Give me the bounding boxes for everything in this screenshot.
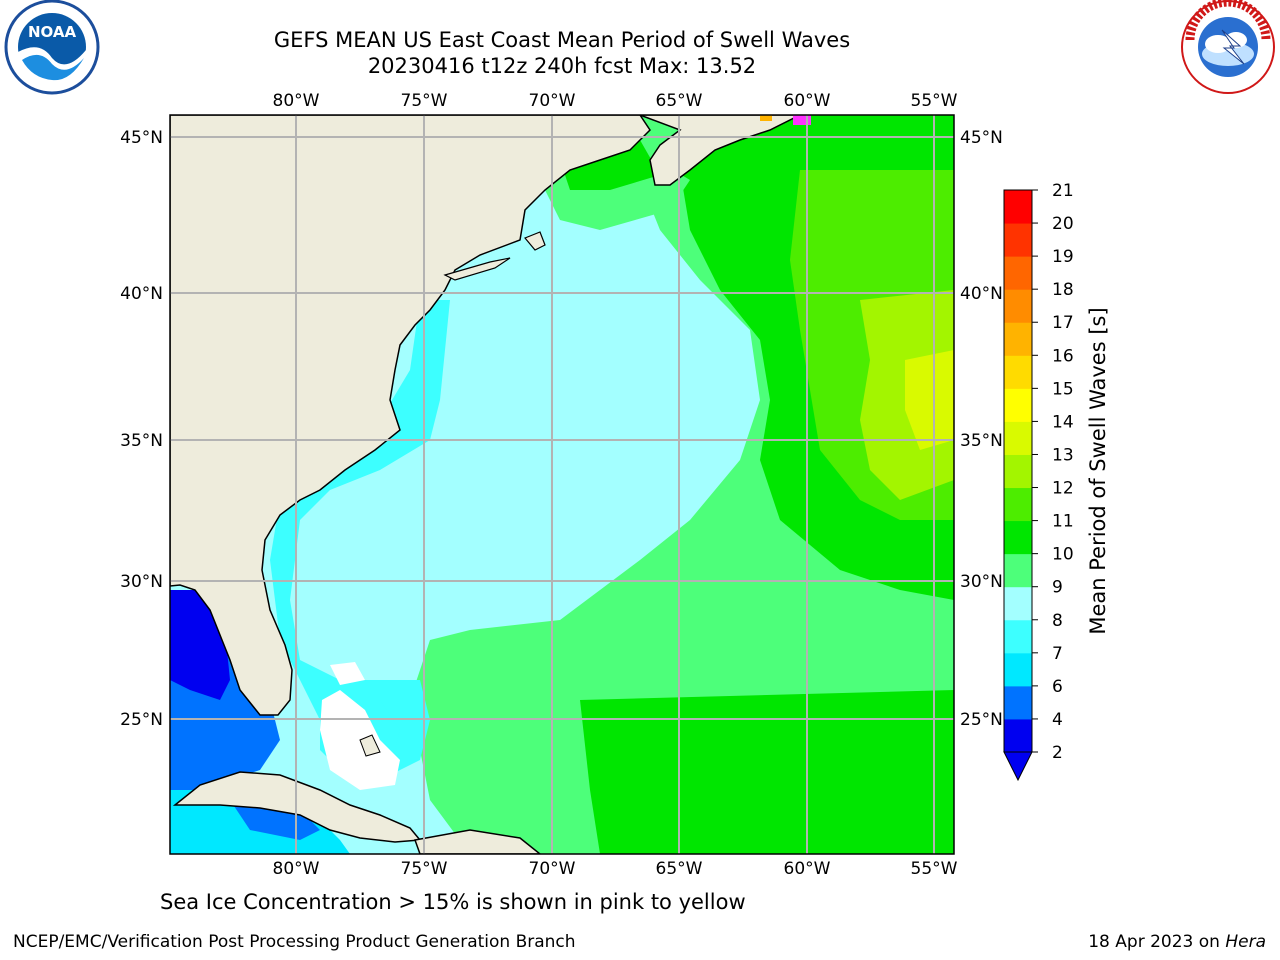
lon-label-55w-top: 55°W — [911, 91, 958, 111]
colorbar-swatch — [1004, 553, 1032, 588]
map-subtitle: 20230416 t12z 240h fcst Max: 13.52 — [367, 54, 757, 78]
lon-label-65w-bottom: 65°W — [656, 859, 703, 879]
colorbar-tick-label: 11 — [1052, 512, 1074, 532]
lat-label-35n-right: 35°N — [960, 431, 1003, 451]
colorbar-tick-label: 21 — [1052, 181, 1074, 201]
colorbar-tick-label: 4 — [1052, 710, 1063, 730]
colorbar-tick-label: 13 — [1052, 445, 1074, 465]
colorbar-tick-label: 8 — [1052, 611, 1063, 631]
colorbar-swatch — [1004, 718, 1032, 753]
colorbar-swatch — [1004, 652, 1032, 687]
lat-label-35n-left: 35°N — [120, 431, 163, 451]
lon-label-55w-bottom: 55°W — [911, 859, 958, 879]
swell-period-map — [170, 115, 954, 854]
lon-label-80w-bottom: 80°W — [273, 859, 320, 879]
colorbar-tick-label: 6 — [1052, 677, 1063, 697]
map-gridlines — [170, 115, 954, 854]
lat-label-40n-left: 40°N — [120, 284, 163, 304]
colorbar-tick-label: 9 — [1052, 578, 1063, 598]
lon-labels-bottom: 80°W 75°W 70°W 65°W 60°W 55°W — [273, 859, 958, 879]
colorbar-tick-label: 19 — [1052, 247, 1074, 267]
colorbar-swatch — [1004, 487, 1032, 522]
colorbar-extend-triangle — [1003, 751, 1033, 782]
colorbar-tick-label: 12 — [1052, 479, 1074, 499]
lat-label-30n-left: 30°N — [120, 572, 163, 592]
map-title: GEFS MEAN US East Coast Mean Period of S… — [273, 28, 851, 52]
footer-credit: NCEP/EMC/Verification Post Processing Pr… — [13, 932, 576, 952]
colorbar-tick-label: 16 — [1052, 346, 1074, 366]
lon-label-70w-top: 70°W — [529, 91, 576, 111]
colorbar-swatch — [1004, 190, 1032, 224]
colorbar-tick-label: 10 — [1052, 545, 1074, 565]
colorbar-swatch — [1004, 322, 1032, 356]
footer-date: 18 Apr 2023 on Hera — [1088, 932, 1266, 952]
colorbar-tick-label: 20 — [1052, 214, 1074, 234]
colorbar-label: Mean Period of Swell Waves [s] — [1086, 307, 1110, 634]
colorbar-swatch — [1004, 388, 1032, 422]
colorbar-swatch — [1004, 520, 1032, 555]
map-frame — [169, 114, 955, 855]
colorbar-swatch — [1004, 289, 1032, 323]
lat-label-25n-left: 25°N — [120, 710, 163, 730]
lat-label-45n-left: 45°N — [120, 128, 163, 148]
colorbar: 2 4 6 7 8 9 10 11 12 13 14 15 16 17 18 19 20 21 — [1003, 181, 1074, 782]
colorbar-swatch — [1004, 454, 1032, 489]
lat-labels-left: 45°N 40°N 35°N 30°N 25°N — [120, 128, 163, 730]
lon-label-70w-bottom: 70°W — [529, 859, 576, 879]
colorbar-tick-label: 17 — [1052, 313, 1074, 333]
colorbar-swatch — [1004, 586, 1032, 621]
colorbar-tick-label: 2 — [1052, 743, 1063, 763]
colorbar-tick-label: 18 — [1052, 280, 1074, 300]
colorbar-swatch — [1004, 223, 1032, 257]
colorbar-tick-label: 14 — [1052, 412, 1074, 432]
lon-labels-top: 80°W 75°W 70°W 65°W 60°W 55°W — [273, 91, 958, 111]
lon-label-75w-bottom: 75°W — [401, 859, 448, 879]
noaa-logo: NOAA — [4, 0, 100, 95]
lon-label-65w-top: 65°W — [656, 91, 703, 111]
footer-host: Hera — [1225, 932, 1266, 952]
lon-label-60w-bottom: 60°W — [784, 859, 831, 879]
colorbar-swatch — [1004, 421, 1032, 455]
colorbar-swatch — [1004, 685, 1032, 720]
lat-label-40n-right: 40°N — [960, 284, 1003, 304]
lon-label-80w-top: 80°W — [273, 91, 320, 111]
lon-label-60w-top: 60°W — [784, 91, 831, 111]
colorbar-tick-label: 15 — [1052, 379, 1074, 399]
lat-label-45n-right: 45°N — [960, 128, 1003, 148]
colorbar-swatch — [1004, 355, 1032, 389]
nws-logo — [1181, 0, 1275, 94]
lat-label-30n-right: 30°N — [960, 572, 1003, 592]
lon-label-75w-top: 75°W — [401, 91, 448, 111]
colorbar-swatch — [1004, 256, 1032, 290]
noaa-logo-text: NOAA — [28, 23, 77, 41]
footer-date-text: 18 Apr 2023 on — [1088, 932, 1220, 952]
sea-ice-caption: Sea Ice Concentration > 15% is shown in … — [160, 890, 746, 914]
colorbar-swatch — [1004, 619, 1032, 654]
lat-labels-right: 45°N 40°N 35°N 30°N 25°N — [960, 128, 1003, 730]
lat-label-25n-right: 25°N — [960, 710, 1003, 730]
colorbar-tick-label: 7 — [1052, 644, 1063, 664]
colorbar-frame — [1003, 189, 1033, 753]
